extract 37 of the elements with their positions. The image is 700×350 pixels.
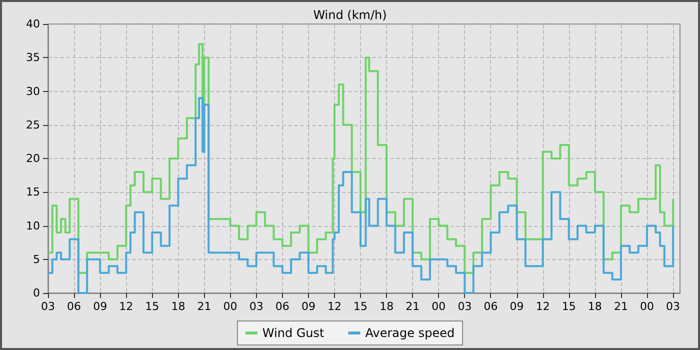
x-tick-label: 21 xyxy=(614,300,628,313)
x-tick-label: 06 xyxy=(275,300,290,313)
x-tick-label: 09 xyxy=(301,300,316,313)
x-tick-label: 12 xyxy=(119,300,134,313)
x-tick-label: 06 xyxy=(67,300,82,313)
x-tick-label: 18 xyxy=(380,300,394,313)
x-tick-label: 21 xyxy=(197,300,212,313)
y-tick-label: 0 xyxy=(33,286,40,300)
x-tick-label: 09 xyxy=(93,300,108,313)
x-tick-label: 03 xyxy=(41,300,55,313)
y-tick-label: 35 xyxy=(26,51,40,64)
x-tick-label: 15 xyxy=(562,300,576,313)
x-tick-label: 06 xyxy=(484,300,498,313)
x-tick-label: 03 xyxy=(249,300,264,313)
x-tick-label: 15 xyxy=(145,300,160,313)
x-tick-label: 18 xyxy=(171,300,186,313)
y-tick-label: 10 xyxy=(26,219,40,232)
x-tick-label: 00 xyxy=(223,300,238,313)
x-tick-label: 12 xyxy=(327,300,342,313)
x-tick-label: 00 xyxy=(432,300,446,313)
y-tick-label: 25 xyxy=(26,118,40,132)
x-tick-label: 12 xyxy=(536,300,550,313)
x-tick-label: 00 xyxy=(640,300,654,313)
x-tick-label: 03 xyxy=(666,300,680,313)
x-tick-label: 15 xyxy=(354,300,368,313)
x-tick-label: 09 xyxy=(510,300,524,313)
legend-label: Average speed xyxy=(365,326,455,340)
chart-title: Wind (km/h) xyxy=(313,8,387,22)
y-tick-label: 15 xyxy=(26,186,40,199)
y-tick-label: 5 xyxy=(33,252,40,266)
y-tick-label: 30 xyxy=(26,84,40,98)
x-tick-label: 18 xyxy=(588,300,602,313)
y-tick-label: 40 xyxy=(26,18,40,30)
x-tick-label: 03 xyxy=(458,300,472,313)
legend-label: Wind Gust xyxy=(262,326,325,340)
x-tick-label: 21 xyxy=(406,300,420,313)
y-tick-label: 20 xyxy=(26,152,40,165)
